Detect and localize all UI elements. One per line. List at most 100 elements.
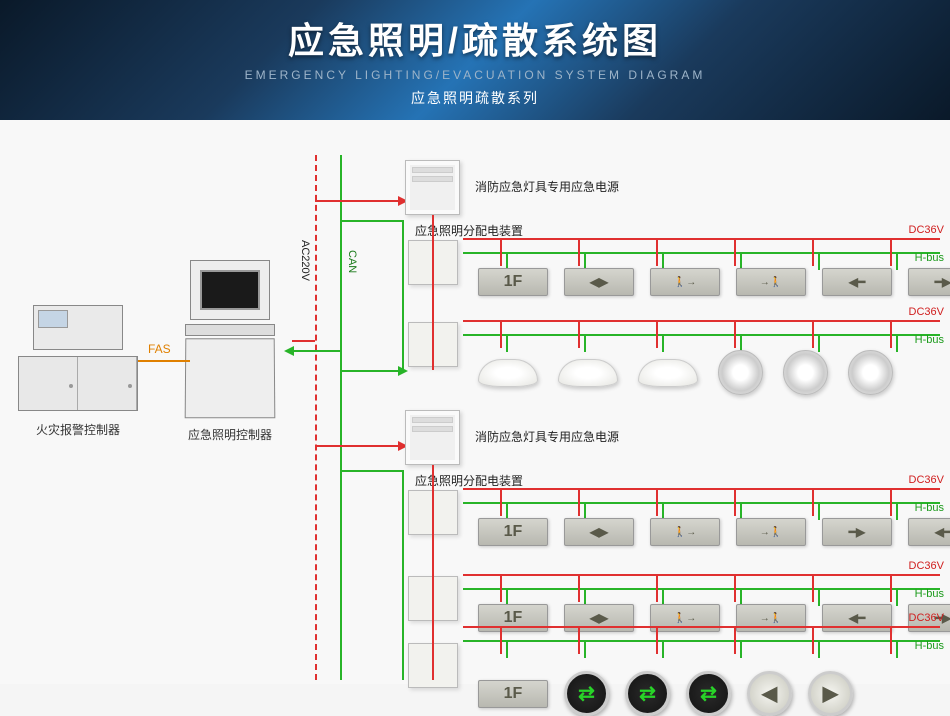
- drop-hb-4-2: [662, 640, 664, 658]
- drop-dc-0-4: [812, 238, 814, 266]
- system-diagram: 火灾报警控制器应急照明控制器FASAC220VCAN消防应急灯具专用应急电源消防…: [0, 120, 950, 684]
- can-bus: [340, 155, 342, 680]
- drop-dc-1-1: [578, 320, 580, 348]
- line-ctrl-ac: [292, 340, 315, 342]
- ac220v-label: AC220V: [299, 240, 311, 281]
- line-to-psu1: [315, 200, 400, 202]
- device-row-0: 1F◀▶🚶→→🚶◀━━▶: [478, 268, 950, 296]
- floor-sign: 1F: [478, 268, 548, 296]
- round-direction-sign: ▶: [808, 671, 853, 716]
- hbus-line-0: [463, 252, 940, 254]
- line-can-return: [292, 350, 340, 352]
- dc-line-0: [463, 238, 940, 240]
- exit-sign: →🚶: [736, 518, 806, 546]
- hbus-label-1: H-bus: [915, 334, 944, 346]
- line-can-out: [340, 370, 400, 372]
- direction-sign: ◀▶: [564, 518, 634, 546]
- direction-sign: ━▶: [822, 518, 892, 546]
- hbus-label-3: H-bus: [915, 588, 944, 600]
- psu2-feed: [432, 465, 434, 680]
- dc-line-2: [463, 488, 940, 490]
- round-direction-sign: ◀: [747, 671, 792, 716]
- can-tap-2: [340, 470, 402, 472]
- dc-label-4: DC36V: [909, 612, 944, 624]
- drop-dc-4-5: [890, 626, 892, 654]
- fire-alarm-label: 火灾报警控制器: [36, 421, 120, 438]
- direction-sign: ◀▶: [564, 268, 634, 296]
- fas-line: [138, 360, 190, 362]
- dc-line-3: [463, 574, 940, 576]
- can-label: CAN: [346, 250, 358, 273]
- dc-label-2: DC36V: [909, 474, 944, 486]
- psu1-feed: [432, 215, 434, 370]
- power-supply-0: [405, 160, 460, 215]
- can-feed-2: [402, 470, 404, 680]
- downlight: [718, 350, 763, 395]
- drop-hb-1-5: [896, 334, 898, 352]
- drop-dc-0-0: [500, 238, 502, 266]
- fas-label: FAS: [148, 342, 171, 356]
- title-subtitle: 应急照明疏散系列: [411, 88, 539, 108]
- direction-sign: ━▶: [908, 268, 950, 296]
- drop-dc-2-0: [500, 488, 502, 516]
- title-english: EMERGENCY LIGHTING/EVACUATION SYSTEM DIA…: [245, 68, 706, 82]
- drop-dc-0-5: [890, 238, 892, 266]
- round-exit-sign: ⇄: [686, 671, 731, 716]
- arrow-can-return: [284, 346, 294, 356]
- title-chinese: 应急照明/疏散系统图: [288, 12, 662, 64]
- drop-dc-4-3: [734, 626, 736, 654]
- dc-label-1: DC36V: [909, 306, 944, 318]
- emergency-lighting-controller: 应急照明控制器: [180, 260, 280, 443]
- drop-hb-4-5: [896, 640, 898, 658]
- drop-hb-4-1: [584, 640, 586, 658]
- floor-sign: 1F: [478, 518, 548, 546]
- hbus-line-4: [463, 640, 940, 642]
- exit-sign: 🚶→: [650, 518, 720, 546]
- hbus-line-2: [463, 502, 940, 504]
- drop-dc-2-4: [812, 488, 814, 516]
- drop-dc-1-2: [656, 320, 658, 348]
- emergency-ctrl-label: 应急照明控制器: [188, 426, 272, 443]
- ac220v-bus: [315, 155, 317, 680]
- drop-dc-3-5: [890, 574, 892, 602]
- drop-dc-3-0: [500, 574, 502, 602]
- drop-hb-4-4: [818, 640, 820, 658]
- drop-dc-0-3: [734, 238, 736, 266]
- drop-dc-3-4: [812, 574, 814, 602]
- drop-hb-4-3: [740, 640, 742, 658]
- drop-dc-0-2: [656, 238, 658, 266]
- drop-dc-3-2: [656, 574, 658, 602]
- drop-dc-2-2: [656, 488, 658, 516]
- drop-dc-1-5: [890, 320, 892, 348]
- drop-dc-3-1: [578, 574, 580, 602]
- drop-dc-4-1: [578, 626, 580, 654]
- device-row-4: 1F⇄⇄⇄◀▶: [478, 671, 853, 716]
- round-exit-sign: ⇄: [625, 671, 670, 716]
- psu-label-1: 消防应急灯具专用应急电源: [475, 428, 619, 445]
- device-row-2: 1F◀▶🚶→→🚶━▶◀━: [478, 518, 950, 546]
- drop-dc-4-0: [500, 626, 502, 654]
- drop-dc-1-3: [734, 320, 736, 348]
- drop-dc-2-5: [890, 488, 892, 516]
- hbus-label-0: H-bus: [915, 252, 944, 264]
- drop-dc-2-1: [578, 488, 580, 516]
- drop-dc-0-1: [578, 238, 580, 266]
- dc-line-4: [463, 626, 940, 628]
- device-row-1: [478, 350, 893, 395]
- hbus-line-1: [463, 334, 940, 336]
- downlight: [848, 350, 893, 395]
- dc-label-0: DC36V: [909, 224, 944, 236]
- header: 应急照明/疏散系统图 EMERGENCY LIGHTING/EVACUATION…: [0, 0, 950, 120]
- dc-label-3: DC36V: [909, 560, 944, 572]
- emergency-light: [638, 359, 698, 387]
- drop-dc-1-4: [812, 320, 814, 348]
- line-to-psu2: [315, 445, 400, 447]
- power-supply-1: [405, 410, 460, 465]
- hbus-label-4: H-bus: [915, 640, 944, 652]
- fire-alarm-controller: 火灾报警控制器: [18, 305, 138, 438]
- can-feed-1: [402, 220, 404, 370]
- hbus-label-2: H-bus: [915, 502, 944, 514]
- drop-dc-4-4: [812, 626, 814, 654]
- drop-dc-3-3: [734, 574, 736, 602]
- hbus-line-3: [463, 588, 940, 590]
